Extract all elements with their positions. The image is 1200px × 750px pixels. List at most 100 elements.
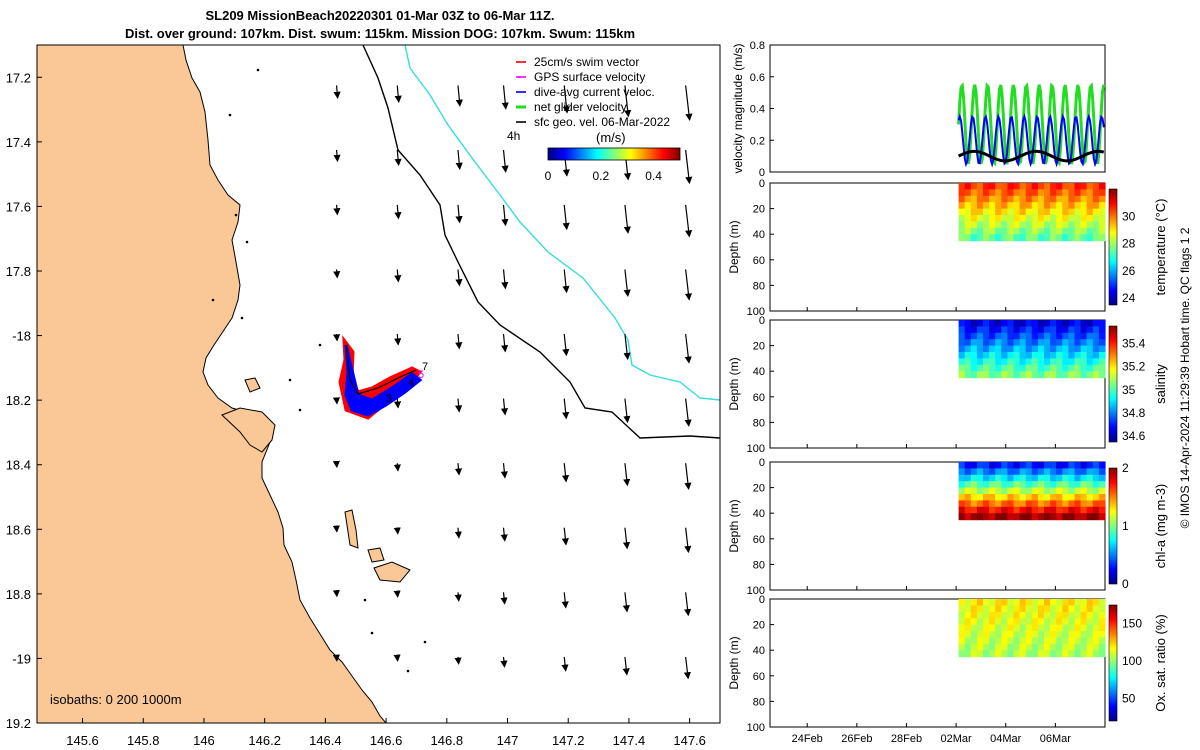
heatmap-cell xyxy=(1068,234,1076,242)
heatmap-cell xyxy=(983,637,990,645)
heatmap-cell xyxy=(995,599,1002,606)
heatmap-cell xyxy=(958,195,966,203)
heatmap-cell xyxy=(1044,481,1051,489)
heatmap-cell xyxy=(989,202,996,210)
heatmap-cell xyxy=(1050,611,1057,619)
heatmap-cell xyxy=(1007,345,1015,353)
heatmap-cell xyxy=(1044,500,1051,508)
vector-field xyxy=(332,85,693,680)
heatmap-cell xyxy=(1086,500,1094,508)
islet-dot xyxy=(245,240,249,244)
heatmap-cell xyxy=(1050,202,1057,210)
heatmap-cell xyxy=(1007,631,1015,638)
heatmap-cell xyxy=(1062,364,1069,372)
heatmap-cell xyxy=(958,506,966,514)
heatmap-cell xyxy=(1068,513,1076,521)
heatmap-cell xyxy=(983,320,990,327)
heatmap-cell xyxy=(1062,618,1069,626)
depth-tick-label: 100 xyxy=(747,585,765,597)
heatmap-cell xyxy=(995,227,1002,235)
heatmap-cell xyxy=(1074,202,1082,210)
heatmap-cell xyxy=(1062,195,1069,203)
heatmap-cell xyxy=(983,462,990,469)
heatmap-cell xyxy=(1013,637,1021,645)
credit-text: © IMOS 14-Apr-2024 11:29:39 Hobart time.… xyxy=(1178,227,1192,529)
heatmap-cell xyxy=(1037,195,1045,203)
heatmap-cell xyxy=(1062,221,1069,229)
heatmap-cell xyxy=(1050,599,1057,606)
heatmap-cell xyxy=(1062,202,1069,210)
island-small xyxy=(244,377,261,393)
heatmap-cell xyxy=(1086,189,1094,197)
heatmap-cell xyxy=(1092,624,1100,632)
heatmap-cell xyxy=(995,481,1002,489)
heatmap-cell xyxy=(976,494,984,501)
heatmap-cell xyxy=(983,599,990,606)
heatmap-cell xyxy=(964,462,972,469)
heatmap-cell xyxy=(1050,227,1057,235)
heatmap-cell xyxy=(1092,481,1100,489)
heatmap-cell xyxy=(1062,474,1069,482)
geo-velocity-vector xyxy=(561,656,569,672)
heatmap-cell xyxy=(958,339,966,347)
geo-velocity-vector xyxy=(623,463,631,487)
heatmap-cell xyxy=(1092,195,1100,203)
heatmap-cell xyxy=(970,605,978,613)
heatmap-cell xyxy=(983,234,990,242)
heatmap-cell xyxy=(1062,352,1069,359)
heatmap-cell xyxy=(1044,195,1051,203)
heatmap-cell xyxy=(1044,487,1051,495)
heatmap-cell xyxy=(1007,364,1015,372)
heatmap-cell xyxy=(1007,352,1015,359)
heatmap-cell xyxy=(983,202,990,210)
heatmap-cell xyxy=(1050,339,1057,347)
y-tick-label: 18.4 xyxy=(6,458,31,473)
geo-velocity-vector xyxy=(454,463,463,476)
heatmap-cell xyxy=(1080,215,1088,222)
geo-velocity-vector xyxy=(454,527,462,539)
track-label-5: 5 xyxy=(418,369,424,381)
heatmap-cell xyxy=(964,468,972,476)
depth-tick-label: 40 xyxy=(753,508,765,520)
heatmap-cell xyxy=(1080,202,1088,210)
hours-label: 4h xyxy=(507,129,520,143)
heatmap-cell xyxy=(1068,618,1076,626)
heatmap-cell xyxy=(1080,643,1088,651)
heatmap-cell xyxy=(1098,481,1106,489)
depth-tick-label: 100 xyxy=(747,722,765,734)
heatmap-cell xyxy=(1074,494,1082,501)
heatmap-cell xyxy=(1019,221,1027,229)
heatmap-cell xyxy=(1050,494,1057,501)
heatmap-cell xyxy=(964,364,972,372)
heatmap-cell xyxy=(1092,352,1100,359)
depth-tick-label: 0 xyxy=(759,457,765,469)
heatmap-cell xyxy=(1007,339,1015,347)
heatmap-cell xyxy=(989,605,996,613)
heatmap-cell xyxy=(1068,202,1076,210)
heatmap-cell xyxy=(1050,506,1057,514)
velocity-ytick-label: 0.8 xyxy=(750,40,765,52)
heatmap-cell xyxy=(1074,481,1082,489)
heatmap-cell xyxy=(1031,487,1039,495)
heatmap-cell xyxy=(1007,650,1015,658)
heatmap-cell xyxy=(1098,474,1106,482)
heatmap-cell xyxy=(1074,624,1082,632)
heatmap-cell xyxy=(970,474,978,482)
heatmap-cell xyxy=(983,339,990,347)
heatmap-cell xyxy=(1013,320,1021,327)
y-tick-label: 18.2 xyxy=(6,393,31,408)
heatmap-cell xyxy=(995,221,1002,229)
heatmap-cell xyxy=(976,221,984,229)
geo-velocity-vector xyxy=(501,204,509,227)
time-tick-label: 04Mar xyxy=(990,733,1022,745)
heatmap-cell xyxy=(958,637,966,645)
heatmap-cell xyxy=(1001,650,1008,658)
heatmap-cell xyxy=(995,326,1002,334)
heatmap-cell xyxy=(1019,631,1027,638)
heatmap-cell xyxy=(1068,183,1076,190)
heatmap-cell xyxy=(1092,631,1100,638)
depth-tick-label: 20 xyxy=(753,483,765,495)
heatmap-cell xyxy=(1044,506,1051,514)
heatmap-cell xyxy=(1062,611,1069,619)
heatmap-cell xyxy=(1098,202,1106,210)
